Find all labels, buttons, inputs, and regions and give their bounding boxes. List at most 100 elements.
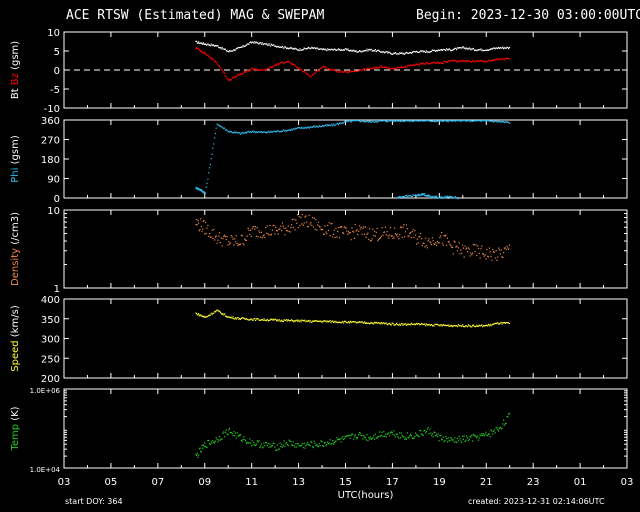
data-point xyxy=(363,226,365,228)
data-point xyxy=(317,126,320,128)
data-point xyxy=(403,52,405,54)
data-point xyxy=(285,61,287,63)
data-point xyxy=(282,225,284,227)
data-point xyxy=(218,235,220,237)
data-point xyxy=(246,43,248,45)
data-point xyxy=(374,121,376,123)
data-point xyxy=(432,195,434,197)
data-point xyxy=(258,43,260,45)
data-point xyxy=(440,434,442,437)
data-point xyxy=(498,47,500,49)
data-point xyxy=(394,68,396,70)
data-point xyxy=(236,132,238,134)
data-point xyxy=(371,50,373,52)
data-point xyxy=(462,120,464,122)
data-point xyxy=(218,439,220,441)
data-point xyxy=(352,230,354,232)
data-point xyxy=(330,68,332,70)
data-point xyxy=(398,53,400,55)
data-point xyxy=(454,120,456,122)
data-point xyxy=(392,68,394,70)
data-point xyxy=(472,120,474,122)
data-point xyxy=(411,231,413,233)
data-point xyxy=(363,436,366,438)
data-point xyxy=(354,434,356,436)
data-point xyxy=(386,433,388,435)
data-point xyxy=(369,436,371,438)
data-point xyxy=(417,64,419,66)
data-point xyxy=(471,434,473,436)
data-point xyxy=(436,244,438,246)
data-point xyxy=(394,233,397,235)
data-point xyxy=(455,325,457,327)
data-point xyxy=(464,245,466,247)
data-point xyxy=(374,66,376,68)
data-point xyxy=(397,324,399,326)
data-point xyxy=(341,321,343,323)
data-point xyxy=(460,120,462,123)
data-point xyxy=(446,196,448,198)
data-point xyxy=(471,120,473,122)
data-point xyxy=(239,243,242,245)
data-point xyxy=(451,196,453,198)
data-point xyxy=(493,429,495,431)
data-point xyxy=(314,126,316,129)
data-point xyxy=(420,195,422,197)
x-tick-label: 03 xyxy=(58,477,71,488)
data-point xyxy=(481,245,483,247)
data-point xyxy=(294,229,296,231)
data-point xyxy=(319,67,321,69)
data-point xyxy=(441,120,443,122)
data-point xyxy=(205,232,207,234)
data-point xyxy=(436,120,438,122)
data-point xyxy=(349,49,351,51)
data-point xyxy=(385,120,387,122)
data-point xyxy=(315,48,317,50)
data-point xyxy=(338,48,340,50)
data-point xyxy=(308,74,310,76)
data-point xyxy=(448,120,450,122)
data-point xyxy=(448,241,450,243)
data-point xyxy=(322,445,325,447)
data-point xyxy=(371,438,373,440)
data-point xyxy=(434,195,436,197)
data-point xyxy=(490,120,492,122)
data-point xyxy=(498,120,500,122)
data-point xyxy=(363,233,366,235)
data-point xyxy=(312,447,314,449)
data-point xyxy=(407,194,409,196)
data-point xyxy=(482,326,484,328)
data-point xyxy=(265,69,267,71)
data-point xyxy=(461,120,463,122)
data-point xyxy=(443,60,445,62)
data-point xyxy=(442,120,444,122)
data-point xyxy=(321,321,323,323)
data-point xyxy=(264,131,266,133)
data-point xyxy=(456,441,458,444)
data-point xyxy=(292,441,294,443)
data-point xyxy=(245,318,247,320)
data-point xyxy=(231,317,233,319)
data-point xyxy=(393,120,395,123)
data-point xyxy=(225,76,227,78)
data-point xyxy=(240,132,242,134)
data-point xyxy=(363,50,366,52)
data-point xyxy=(480,435,482,437)
data-point xyxy=(368,121,370,123)
data-point xyxy=(407,65,409,67)
data-point xyxy=(249,233,251,236)
data-point xyxy=(373,323,375,325)
data-point xyxy=(426,194,429,196)
data-point xyxy=(452,120,454,122)
data-point xyxy=(274,64,276,66)
data-point xyxy=(301,49,303,51)
data-point xyxy=(490,429,492,431)
data-point xyxy=(372,67,374,69)
data-point xyxy=(441,231,443,234)
data-point xyxy=(379,435,381,437)
data-point xyxy=(306,221,308,223)
y-axis-label-part: (gsm) xyxy=(10,135,21,167)
data-point xyxy=(195,187,197,190)
data-point xyxy=(367,322,369,324)
data-point xyxy=(478,324,480,326)
